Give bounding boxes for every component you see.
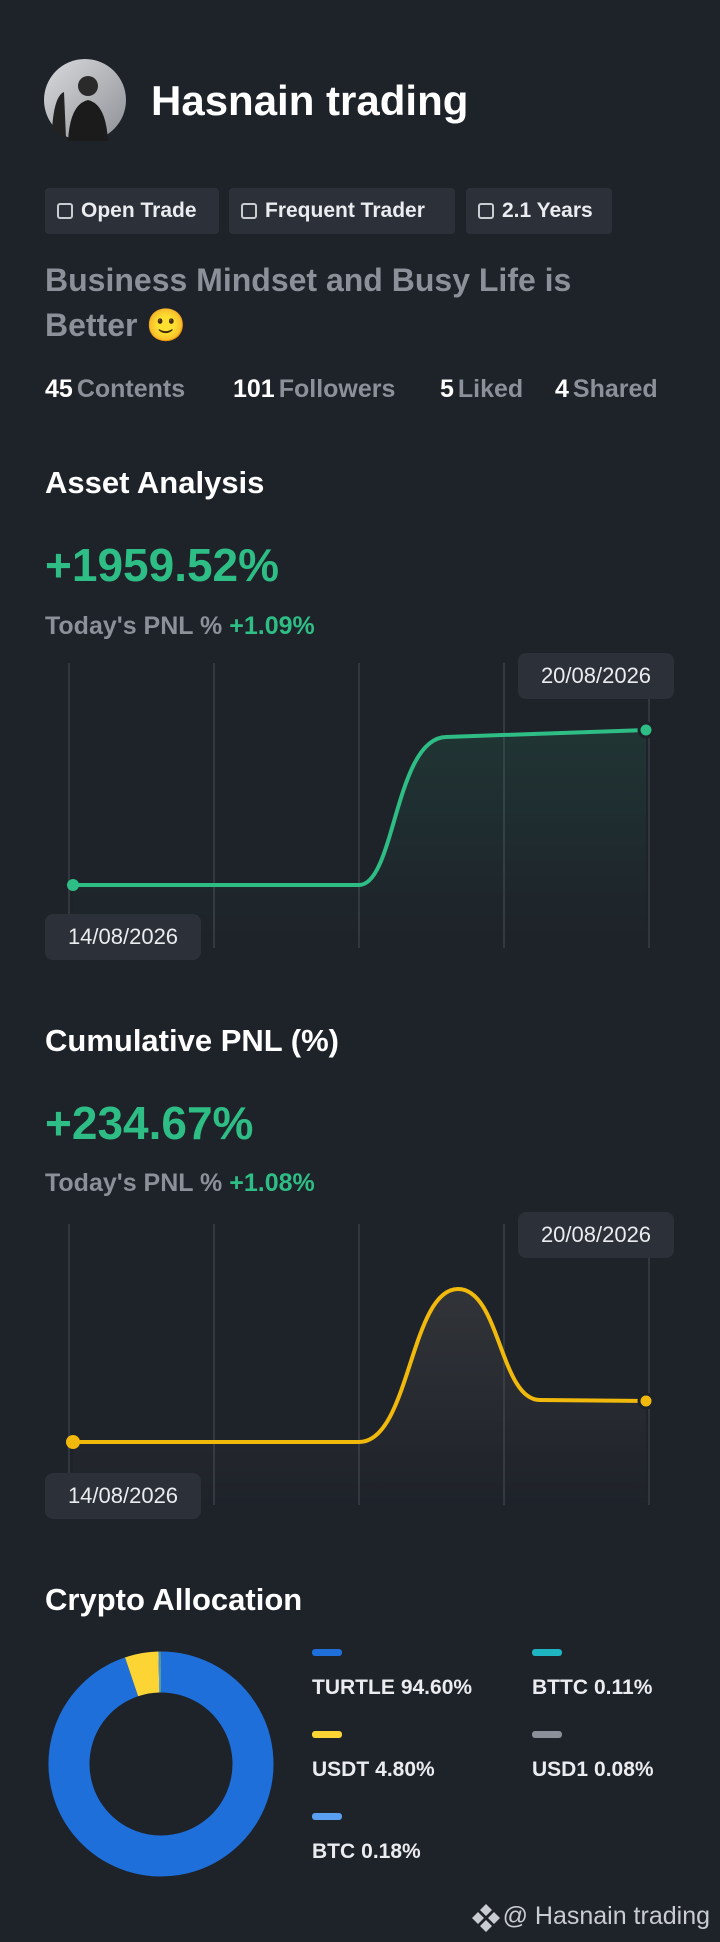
stat-value: 45 [45,375,73,403]
legend-value: 94.60% [400,1676,473,1699]
legend-item: USD1 0.08% [532,1731,654,1782]
section-title: Crypto Allocation [45,1582,303,1617]
asset-line [73,728,647,887]
tag-text: Open Trade [81,199,197,222]
legend-swatch [312,1813,342,1820]
legend-value: 0.08% [594,1758,654,1781]
end-dot [637,721,655,739]
legend-value: 0.11% [594,1676,653,1699]
stat-label: Shared [572,375,658,403]
legend-value: 0.18% [361,1840,421,1863]
profile-name: Hasnain trading [151,77,469,124]
legend-swatch [532,1649,562,1656]
stat-label: Contents [76,375,186,403]
legend-item: TURTLE 94.60% [312,1649,473,1700]
legend-name: USDT [312,1758,370,1781]
start-dot [67,879,79,891]
date-label: 20/08/2026 [518,1212,674,1258]
stat-label: Followers [278,375,396,403]
legend-swatch [312,1731,342,1738]
legend-item: USDT 4.80% [312,1731,435,1782]
tag-text: 2.1 Years [502,199,593,222]
stat-value: 101 [233,375,275,403]
stat: 101 Followers [233,375,395,404]
date-label: 14/08/2026 [45,914,201,960]
legend-name: USD1 [532,1758,589,1781]
pnl-area [73,1289,646,1505]
legend-name: BTC [312,1840,356,1863]
legend-swatch [312,1649,342,1656]
legend-value: 4.80% [375,1758,435,1781]
section-title: Cumulative PNL (%) [45,1023,339,1058]
legend-name: BTTC [532,1676,588,1699]
asset-area [73,730,646,948]
donut [48,1651,274,1877]
start-dot [66,1435,80,1449]
stat-label: Liked [457,375,524,403]
big-value: +1959.52% [45,539,280,591]
avatar [44,59,126,141]
legend-item: BTC 0.18% [312,1813,421,1864]
pnl-label-text: Today's PNL % [45,612,223,640]
pnl-value: +1.09% [229,612,315,640]
pnl-line [73,1286,647,1444]
tag: 2.1 Years [466,188,612,234]
pnl-value: +1.08% [229,1169,315,1197]
tag: Open Trade [45,188,219,234]
bio: Business Mindset and Busy Life is Better… [45,262,572,343]
tag-text: Frequent Trader [265,199,425,222]
stat: 5 Liked [440,375,523,404]
legend-name: TURTLE [312,1676,395,1699]
pnl-label: Today's PNL % +1.08% [45,1171,315,1196]
pnl-label-text: Today's PNL % [45,1169,223,1197]
donut-segment [125,1651,161,1697]
tag: Frequent Trader [229,188,455,234]
footer-icon [472,1904,500,1932]
stat-value: 4 [555,375,569,403]
legend-item: BTTC 0.11% [532,1649,653,1700]
stat: 4 Shared [555,375,658,404]
legend-swatch [532,1731,562,1738]
stat-value: 5 [440,375,454,403]
stat: 45 Contents [45,375,185,404]
pnl-label: Today's PNL % +1.09% [45,614,315,639]
footer: @ Hasnain trading [502,1902,710,1930]
section-title: Asset Analysis [45,465,265,500]
end-dot [637,1392,655,1410]
donut-segment [48,1651,274,1877]
date-label: 20/08/2026 [518,653,674,699]
date-label: 14/08/2026 [45,1473,201,1519]
big-value: +234.67% [45,1097,254,1149]
